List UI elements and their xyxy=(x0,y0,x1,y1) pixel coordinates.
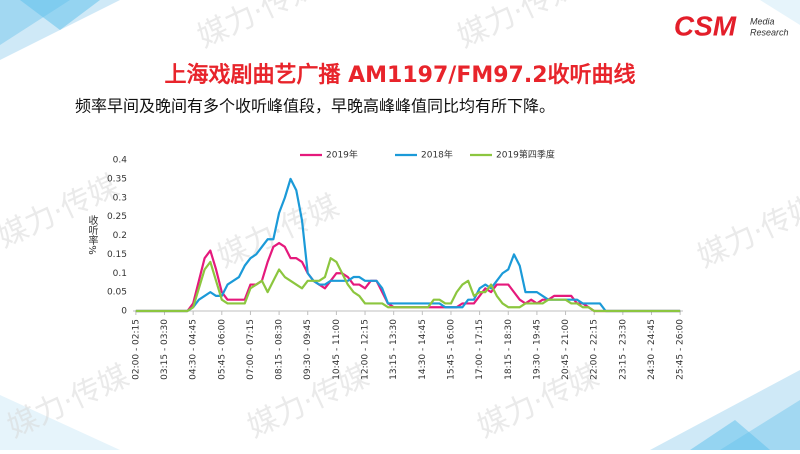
subtitle: 频率早间及晚间有多个收听峰值段，早晚高峰峰值同比均有所下降。 xyxy=(75,97,555,116)
logo-text: Media xyxy=(750,16,775,26)
x-tick-label: 07:00 - 07:15 xyxy=(246,319,256,380)
legend-label: 2019年 xyxy=(326,149,358,161)
x-tick-label: 09:30 - 09:45 xyxy=(303,319,313,380)
y-tick-label: 0.25 xyxy=(107,212,127,222)
x-tick-label: 05:45 - 06:00 xyxy=(217,319,227,380)
x-tick-label: 04:30 - 04:45 xyxy=(189,319,199,380)
x-tick-label: 22:00 - 22:15 xyxy=(590,319,600,380)
x-tick-label: 15:45 - 16:00 xyxy=(446,319,456,380)
x-tick-label: 19:30 - 19:45 xyxy=(532,319,542,380)
x-tick-label: 02:00 - 02:15 xyxy=(131,319,141,380)
x-tick-label: 18:15 - 18:30 xyxy=(504,319,514,380)
x-tick-label: 24:30 - 24:45 xyxy=(647,319,657,380)
series-line xyxy=(135,177,681,313)
watermark: 媒力·传媒 xyxy=(692,188,800,274)
series-line xyxy=(135,257,681,313)
logo: CSM xyxy=(674,10,737,41)
y-axis-label: 收听率% xyxy=(86,214,98,255)
x-tick-label: 12:00 - 12:15 xyxy=(361,319,371,380)
x-tick-label: 25:45 - 26:00 xyxy=(676,319,686,380)
x-tick-label: 17:00 - 17:15 xyxy=(475,319,485,380)
x-tick-label: 13:15 - 13:30 xyxy=(389,319,399,380)
x-tick-label: 10:45 - 11:00 xyxy=(332,319,342,380)
title: 上海戏剧曲艺广播 AM1197/FM97.2收听曲线 xyxy=(164,62,635,88)
y-tick-label: 0.3 xyxy=(113,193,127,203)
y-tick-label: 0.4 xyxy=(113,156,128,166)
y-tick-label: 0 xyxy=(121,307,127,317)
watermark: 媒力·传媒 xyxy=(192,0,324,55)
x-tick-label: 23:15 - 23:30 xyxy=(618,319,628,380)
watermark: 媒力·传媒 xyxy=(452,0,584,55)
y-tick-label: 0.1 xyxy=(113,269,127,279)
legend-label: 2018年 xyxy=(421,149,453,161)
x-tick-label: 14:30 - 14:45 xyxy=(418,319,428,380)
y-tick-label: 0.35 xyxy=(107,174,127,184)
y-tick-label: 0.15 xyxy=(107,250,127,260)
x-tick-label: 03:15 - 03:30 xyxy=(160,319,170,380)
x-tick-label: 08:15 - 08:30 xyxy=(275,319,285,380)
y-tick-label: 0.2 xyxy=(113,231,127,241)
x-tick-label: 20:45 - 21:00 xyxy=(561,319,571,380)
logo-text: Research xyxy=(750,27,789,37)
watermark: 媒力·传媒 xyxy=(0,168,124,254)
legend-label: 2019第四季度 xyxy=(496,149,555,161)
watermark: 媒力·传媒 xyxy=(212,188,344,274)
y-tick-label: 0.05 xyxy=(107,288,127,298)
